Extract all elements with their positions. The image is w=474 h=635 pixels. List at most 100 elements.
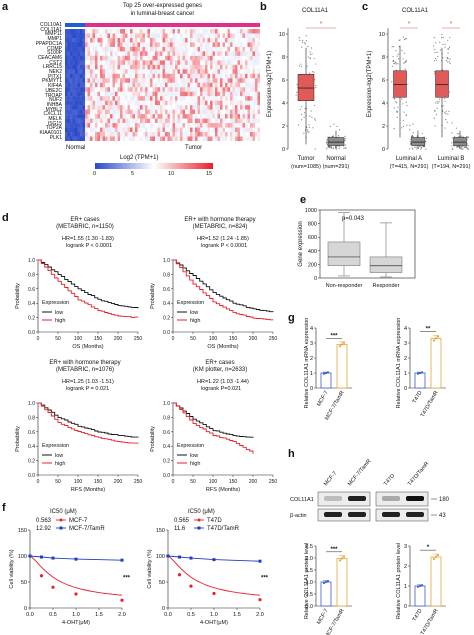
heatmap-cell <box>120 29 123 34</box>
c-ytick-label: 4 <box>382 101 385 107</box>
heatmap-cell <box>167 91 171 97</box>
heatmap-cell <box>132 100 136 106</box>
heatmap-cell <box>250 29 253 34</box>
heatmap-cell <box>87 42 91 48</box>
heatmap-cell <box>185 100 188 106</box>
heatmap-cell <box>102 105 106 110</box>
heatmap-cell <box>217 109 221 115</box>
heatmap-cell <box>240 46 243 52</box>
heatmap-cell <box>257 69 260 74</box>
heatmap-cell <box>130 82 133 88</box>
heatmap-cell <box>197 136 201 141</box>
heatmap-cell <box>107 64 111 70</box>
heatmap-cell <box>195 37 198 43</box>
heatmap-cell <box>195 82 198 88</box>
heatmap-cell <box>227 123 231 128</box>
b-normal-point <box>332 135 334 137</box>
heatmap-cell <box>172 136 176 141</box>
c-luma-normal-box <box>411 137 425 146</box>
heatmap-cell <box>150 109 153 115</box>
heatmap-cell <box>192 118 196 124</box>
heatmap-cell <box>152 64 156 70</box>
heatmap-cell <box>67 91 71 97</box>
heatmap-cell <box>122 123 126 128</box>
f-ytick-label: 50 <box>21 580 27 586</box>
heatmap-cell <box>137 96 141 101</box>
heatmap-cell <box>240 136 243 141</box>
heatmap-cell <box>122 73 126 79</box>
heatmap-cell <box>172 42 176 48</box>
c-luma-tumor-point <box>405 101 407 103</box>
h-left-ytick-label: 1.0 <box>305 580 313 586</box>
heatmap-cell <box>80 55 83 61</box>
heatmap-cell <box>152 78 156 83</box>
heatmap-cell <box>220 100 223 106</box>
heatmap-cell <box>142 33 146 39</box>
h-band-col11a1 <box>348 496 366 501</box>
heatmap-cell <box>127 33 131 39</box>
km-ytick-label: 0.8 <box>163 415 170 421</box>
heatmap-cell <box>97 127 101 133</box>
heatmap-cell <box>87 91 91 97</box>
c-luma-tumor-point <box>396 102 398 104</box>
heatmap-cell <box>192 96 196 101</box>
heatmap-cell <box>67 29 71 34</box>
heatmap-cell <box>70 127 73 133</box>
heatmap-cell <box>237 60 241 66</box>
heatmap-cell <box>120 60 123 66</box>
h-blot-frame <box>317 491 371 507</box>
heatmap-cell <box>215 55 218 61</box>
heatmap-cell <box>135 37 138 43</box>
heatmap-cell <box>115 96 118 101</box>
h-lane-label: T47D <box>383 473 396 487</box>
heatmap-cell <box>85 42 88 48</box>
heatmap-cell <box>137 78 141 83</box>
heatmap-cell <box>92 64 96 70</box>
heatmap-cell <box>195 51 198 57</box>
heatmap-cell <box>207 105 211 110</box>
heatmap-cell <box>252 100 256 106</box>
heatmap-cell <box>160 132 163 137</box>
heatmap-cell <box>102 109 106 115</box>
heatmap-cell <box>155 114 158 119</box>
heatmap-cell <box>177 73 181 79</box>
c-lumb-tumor-point <box>436 101 438 103</box>
heatmap-cell <box>247 69 251 74</box>
heatmap-cell <box>97 60 101 66</box>
km-hr: HR=1.52 (1.24 -1.85) <box>197 236 249 242</box>
b-tumor-point <box>301 119 303 121</box>
heatmap-cell <box>102 91 106 97</box>
heatmap-cell <box>105 51 108 57</box>
heatmap-cell <box>190 87 193 92</box>
heatmap-cell <box>237 29 241 34</box>
heatmap-cell <box>110 33 113 39</box>
heatmap-cell <box>95 109 98 115</box>
heatmap-cell <box>115 132 118 137</box>
heatmap-cell <box>207 114 211 119</box>
heatmap-cell <box>210 114 213 119</box>
c-lumb-normal-point <box>452 137 454 139</box>
heatmap-cell <box>232 42 236 48</box>
heatmap-cell <box>112 69 116 74</box>
heatmap-cell <box>150 96 153 101</box>
heatmap-cell <box>125 96 128 101</box>
heatmap-cell <box>255 55 258 61</box>
heatmap-cell <box>197 64 201 70</box>
km-ytick-label: 0.8 <box>163 272 170 278</box>
heatmap-cell <box>250 37 253 43</box>
heatmap-cell <box>190 82 193 88</box>
heatmap-cell <box>240 114 243 119</box>
b-tumor-point <box>314 119 317 121</box>
heatmap-cell <box>65 29 68 34</box>
heatmap-cell <box>132 55 136 61</box>
heatmap-cell <box>242 87 246 92</box>
heatmap-cell <box>252 29 256 34</box>
heatmap-cell <box>142 82 146 88</box>
heatmap-cell <box>90 29 93 34</box>
heatmap-cell <box>190 73 193 79</box>
heatmap-cell <box>205 33 208 39</box>
heatmap-cell <box>122 136 126 141</box>
heatmap-cell <box>252 123 256 128</box>
heatmap-cell <box>105 105 108 110</box>
heatmap-cell <box>225 123 228 128</box>
